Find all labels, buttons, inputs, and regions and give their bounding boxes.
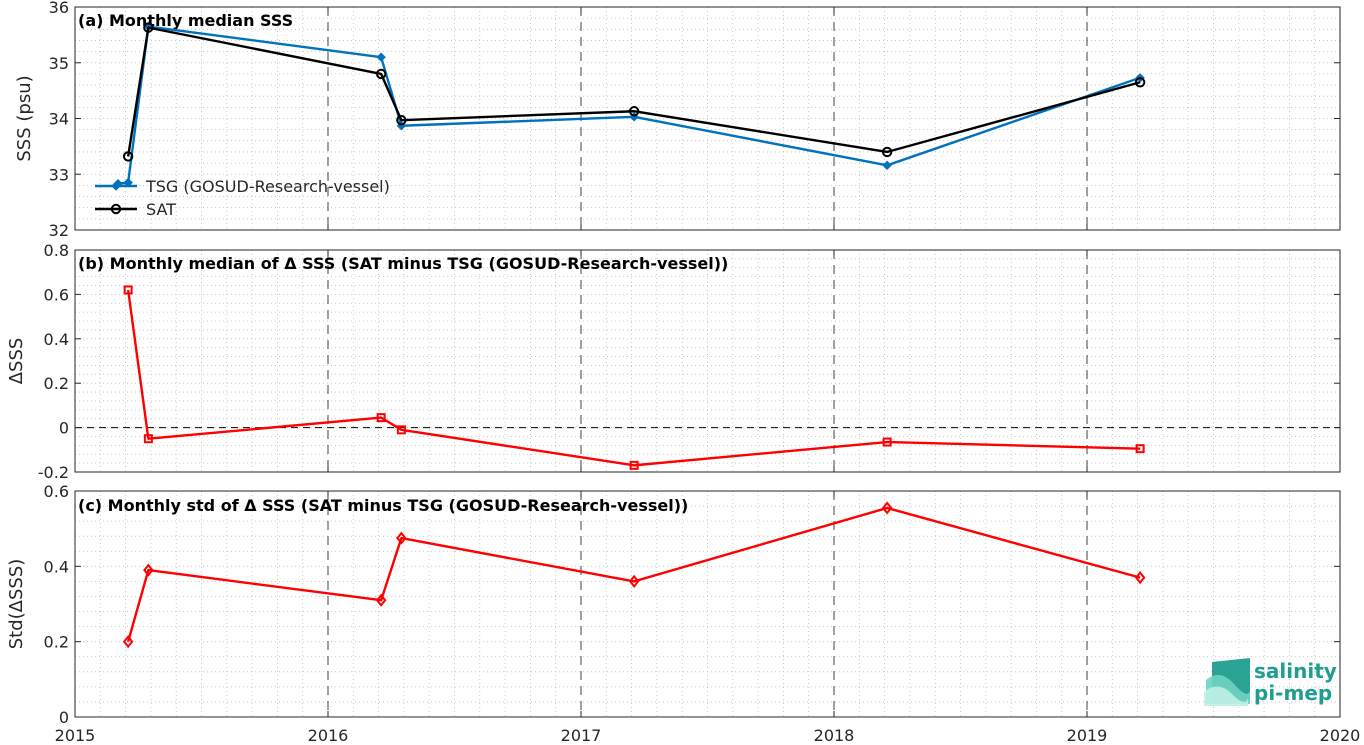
data-point (1134, 571, 1146, 585)
y-tick-label: 0.2 (44, 633, 69, 652)
y-tick-label: 33 (49, 165, 69, 184)
data-point (396, 114, 407, 126)
data-point (376, 413, 386, 423)
y-axis-label: ΔSSS (6, 338, 27, 385)
data-point (143, 563, 154, 577)
panel-a-monthly-median-sss: 32 33 34 35 36 SSS (psu) (a) Monthly median SS… (14, 0, 1341, 240)
data-point (882, 160, 892, 171)
legend: TSG (GOSUD-Research-vessel) SAT (95, 177, 390, 219)
panel-title: (b) Monthly median of Δ SSS (SAT minus T… (78, 254, 728, 273)
panel-c-monthly-std-delta-sss: 0 0.2 0.4 0.6 2015 2016 2017 2018 2019 2020 Std(ΔS… (6, 482, 1360, 745)
data-point (123, 285, 133, 295)
y-axis: -0.2 0 0.2 0.4 0.6 0.8 (38, 241, 1340, 482)
series-line (126, 506, 1141, 642)
legend-label: SAT (146, 200, 176, 219)
x-tick-label: 2017 (561, 726, 602, 745)
legend-marker (111, 181, 121, 191)
y-tick-label: 0.6 (44, 482, 69, 501)
legend-item: SAT (95, 200, 176, 219)
y-tick-label: 36 (49, 0, 69, 17)
data-point (376, 52, 386, 62)
y-tick-label: 32 (49, 221, 69, 240)
series-delta (123, 285, 1145, 470)
data-point (1135, 444, 1145, 454)
legend-marker (110, 203, 122, 215)
y-axis: 32 33 34 35 36 (49, 0, 1340, 240)
x-tick-label: 2018 (814, 726, 855, 745)
y-axis: 0 0.2 0.4 0.6 (44, 482, 1340, 727)
y-tick-label: -0.2 (38, 463, 69, 482)
x-tick-label: 2019 (1067, 726, 1108, 745)
logo-line1: salinity (1254, 659, 1337, 683)
series-line (126, 26, 1141, 157)
x-axis (74, 250, 1341, 472)
legend-label: TSG (GOSUD-Research-vessel) (145, 177, 390, 196)
y-tick-label: 0.2 (44, 374, 69, 393)
data-point (396, 425, 406, 435)
y-tick-label: 0 (59, 708, 69, 727)
series-delta (122, 501, 1146, 649)
series-sat (122, 22, 1146, 162)
legend-item: TSG (GOSUD-Research-vessel) (95, 177, 390, 196)
y-tick-label: 0.4 (44, 557, 69, 576)
y-tick-label: 0.6 (44, 285, 69, 304)
data-point (143, 434, 153, 444)
minor-grid (75, 250, 1340, 472)
major-grid (327, 491, 1088, 717)
data-point (375, 593, 387, 607)
y-tick-label: 0.8 (44, 241, 69, 260)
y-axis-label: Std(ΔSSS) (6, 559, 27, 650)
data-point (396, 531, 407, 545)
x-tick-label: 2020 (1320, 726, 1361, 745)
y-tick-label: 35 (49, 54, 69, 73)
plot-frame (74, 249, 1341, 473)
data-point (122, 635, 134, 649)
data-point (882, 437, 892, 447)
data-point (881, 146, 893, 158)
logo-line2: pi-mep (1254, 681, 1332, 705)
series-line (126, 289, 1141, 467)
logo-wave-icon (1204, 658, 1250, 706)
minor-grid (75, 7, 1340, 230)
x-axis: 2015 2016 2017 2018 2019 2020 (55, 491, 1361, 745)
x-tick-label: 2015 (55, 726, 96, 745)
y-axis-label: SSS (psu) (14, 75, 35, 161)
panel-title: (c) Monthly std of Δ SSS (SAT minus TSG … (78, 496, 688, 515)
data-point (122, 151, 134, 162)
panel-title: (a) Monthly median SSS (78, 11, 293, 30)
y-tick-label: 0.4 (44, 330, 69, 349)
y-tick-label: 0 (59, 419, 69, 438)
data-point (143, 22, 154, 33)
major-grid (327, 250, 1088, 472)
data-point (1134, 77, 1146, 88)
x-axis (74, 7, 1341, 230)
salinity-pimep-logo: salinity pi-mep (1204, 658, 1337, 706)
data-point (375, 68, 387, 80)
data-point (629, 460, 639, 470)
plot-frame (74, 490, 1341, 718)
panel-b-monthly-median-delta-sss: -0.2 0 0.2 0.4 0.6 0.8 ΔSSS (b) Monthly median … (6, 241, 1341, 482)
major-grid (327, 7, 1088, 230)
y-tick-label: 34 (49, 110, 69, 129)
data-point (881, 501, 893, 515)
data-point (628, 106, 640, 117)
data-point (628, 574, 640, 589)
x-tick-label: 2016 (308, 726, 349, 745)
